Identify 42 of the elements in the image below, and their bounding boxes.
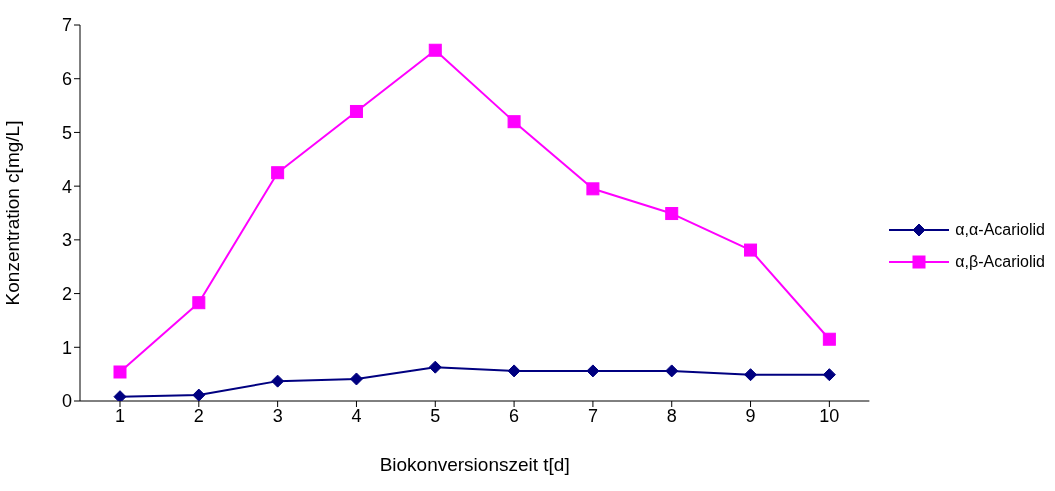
y-axis-title: Konzentration c[mg/L] xyxy=(1,120,23,306)
y-tick-label: 3 xyxy=(61,230,72,251)
x-tick-label: 4 xyxy=(351,405,362,426)
point xyxy=(744,368,758,382)
x-tick-label: 1 xyxy=(114,405,126,426)
point xyxy=(271,374,285,388)
point xyxy=(349,372,363,386)
x-tick-label: 9 xyxy=(745,405,756,426)
point xyxy=(586,182,600,196)
point xyxy=(271,166,285,180)
y-tick-label: 7 xyxy=(61,15,72,36)
y-tick-label: 2 xyxy=(61,283,72,304)
x-tick-label: 10 xyxy=(819,405,840,426)
y-tick-label: 4 xyxy=(61,176,72,197)
x-tick-label: 8 xyxy=(666,405,677,426)
point xyxy=(192,296,206,310)
point xyxy=(665,207,679,221)
point xyxy=(507,115,521,129)
point xyxy=(428,360,442,374)
legend-label: α,β-Acariolid xyxy=(955,252,1045,271)
y-tick-label: 1 xyxy=(61,337,72,358)
point xyxy=(428,43,442,57)
x-tick-label: 3 xyxy=(272,405,283,426)
y-tick-label: 0 xyxy=(61,391,72,412)
point xyxy=(822,368,836,382)
x-tick-label: 5 xyxy=(430,405,441,426)
point xyxy=(822,332,836,346)
point xyxy=(113,390,127,401)
legend-label: α,α-Acariolid xyxy=(955,220,1045,239)
x-tick-label: 7 xyxy=(587,405,598,426)
y-tick-label: 5 xyxy=(61,122,72,143)
point xyxy=(507,364,521,378)
point xyxy=(744,243,758,257)
x-tick-label: 6 xyxy=(509,405,520,426)
point xyxy=(192,388,206,401)
point xyxy=(665,364,679,378)
point xyxy=(349,104,363,118)
x-axis-title: Biokonversionszeit t[d] xyxy=(379,454,570,475)
y-tick-label: 6 xyxy=(61,69,72,90)
point xyxy=(586,364,600,378)
point xyxy=(113,365,127,379)
x-tick-label: 2 xyxy=(193,405,204,426)
